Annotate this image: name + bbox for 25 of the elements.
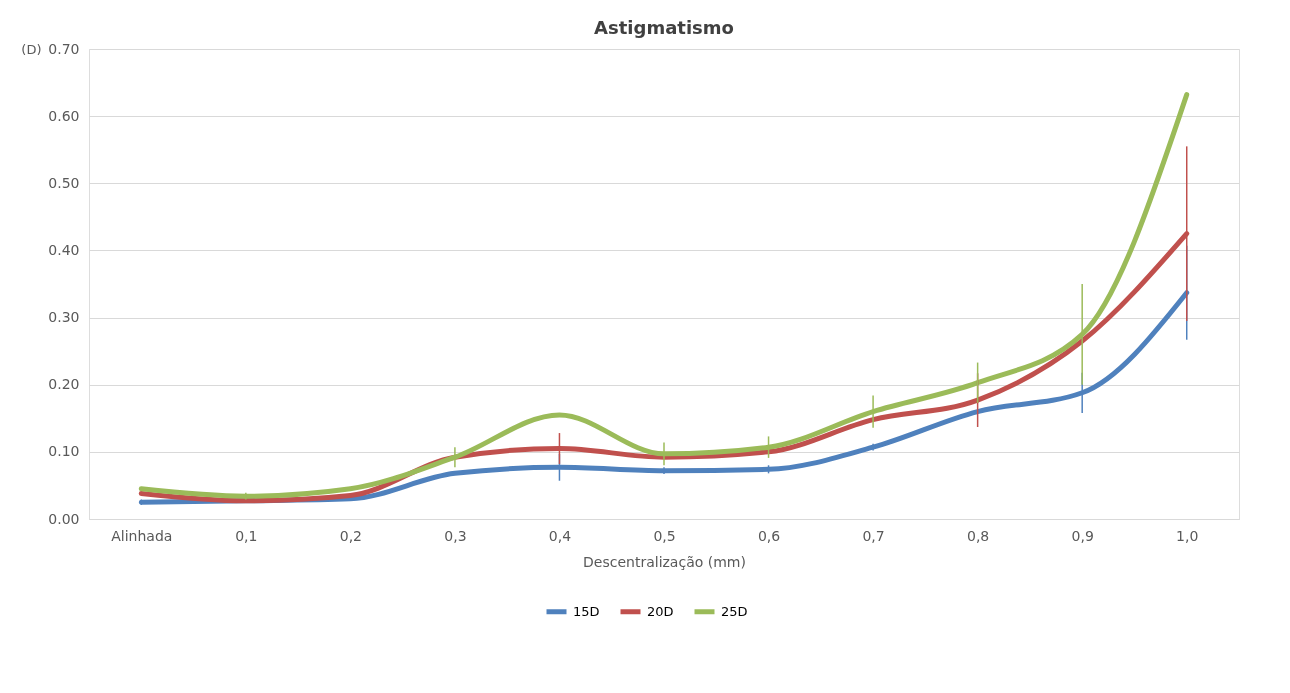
y-tick-label: 0.30 xyxy=(48,309,80,326)
y-tick-label: 0.70 xyxy=(48,40,80,57)
x-tick-label: 0,6 xyxy=(757,527,781,544)
x-tick-label: 1,0 xyxy=(1176,527,1199,544)
chart-title: Astigmatismo xyxy=(594,17,734,38)
y-tick-label: 0.00 xyxy=(48,510,80,527)
x-tick-label: Alinhada xyxy=(111,527,173,544)
x-tick-label: 0,4 xyxy=(548,527,572,544)
y-tick-label: 0.40 xyxy=(48,241,80,258)
y-tick-label: 0.60 xyxy=(48,107,80,124)
x-tick-label: 0,3 xyxy=(444,527,467,544)
x-axis-title: Descentralização (mm) xyxy=(583,553,746,570)
x-tick-label: 0,1 xyxy=(235,527,258,544)
x-tick-label: 0,7 xyxy=(862,527,885,544)
x-tick-label: 0,9 xyxy=(1071,527,1094,544)
legend-label: 25D xyxy=(721,603,748,619)
x-tick-label: 0,5 xyxy=(653,527,676,544)
y-tick-label: 0.50 xyxy=(48,174,80,191)
x-tick-label: 0,2 xyxy=(339,527,362,544)
y-axis-title: (D) xyxy=(21,41,42,57)
y-tick-label: 0.20 xyxy=(48,376,80,393)
x-tick-label: 0,8 xyxy=(967,527,990,544)
legend-label: 15D xyxy=(573,603,600,619)
legend-label: 20D xyxy=(647,603,674,619)
y-tick-label: 0.10 xyxy=(48,443,80,460)
